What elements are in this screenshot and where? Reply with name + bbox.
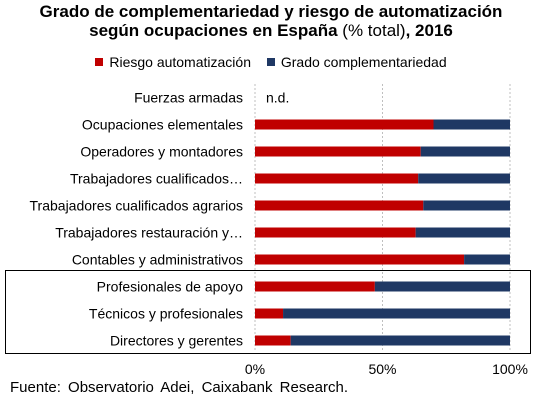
legend: Riesgo automatización Grado complementar… [0, 53, 542, 71]
bar-grado-complementariedad-ocupaciones-elementales [433, 119, 510, 130]
legend-swatch-riesgo [95, 58, 104, 66]
bar-riesgo-automatizacion-profesionales-de-apoyo [255, 281, 375, 292]
category-label-trabajadores-cualificados-agrarios: Trabajadores cualificados agrarios [30, 198, 243, 214]
x-tick-label-100: 100% [492, 361, 528, 377]
category-label-fuerzas-armadas: Fuerzas armadas [134, 90, 243, 106]
category-label-contables-y-administrativos: Contables y administrativos [72, 252, 243, 268]
bar-riesgo-automatizacion-ocupaciones-elementales [255, 119, 434, 130]
bar-grado-complementariedad-trabajadores-restauracion-y [415, 227, 510, 238]
category-label-profesionales-de-apoyo: Profesionales de apoyo [97, 279, 244, 295]
title-line-1: Grado de complementariedad y riesgo de a… [39, 2, 503, 21]
title-line-2-year: , 2016 [405, 21, 453, 40]
legend-item-riesgo: Riesgo automatización [95, 53, 251, 71]
x-tick-label-50: 50% [368, 361, 396, 377]
bar-grado-complementariedad-tecnicos-y-profesionales [283, 308, 510, 319]
bar-riesgo-automatizacion-tecnicos-y-profesionales [255, 308, 284, 319]
bar-grado-complementariedad-trabajadores-cualificados-agrarios [423, 200, 510, 211]
bar-riesgo-automatizacion-contables-y-administrativos [255, 254, 465, 265]
legend-item-complementariedad: Grado complementariedad [266, 53, 447, 71]
bar-riesgo-automatizacion-trabajadores-cualificados-agrarios [255, 200, 424, 211]
source-note: Fuente: Observatorio Adei, Caixabank Res… [10, 379, 349, 396]
legend-label-complementariedad: Grado complementariedad [280, 54, 447, 70]
title-line-2-normal: (% total) [337, 21, 406, 40]
bar-grado-complementariedad-trabajadores-cualificados [418, 173, 510, 184]
highlight-box [5, 270, 531, 354]
bar-grado-complementariedad-contables-y-administrativos [464, 254, 510, 265]
x-tick-label-0: 0% [245, 361, 265, 377]
category-label-trabajadores-restauracion-y: Trabajadores restauración y… [55, 225, 243, 241]
title-line-2-bold: según ocupaciones en España [89, 21, 338, 40]
chart-title: Grado de complementariedad y riesgo de a… [0, 2, 542, 40]
annotation-nd: n.d. [266, 90, 289, 106]
category-label-ocupaciones-elementales: Ocupaciones elementales [82, 117, 243, 133]
bar-riesgo-automatizacion-trabajadores-cualificados [255, 173, 419, 184]
category-label-operadores-y-montadores: Operadores y montadores [80, 144, 243, 160]
bar-riesgo-automatizacion-operadores-y-montadores [255, 146, 421, 157]
bar-grado-complementariedad-operadores-y-montadores [420, 146, 510, 157]
category-label-tecnicos-y-profesionales: Técnicos y profesionales [89, 306, 243, 322]
legend-swatch-complementariedad [266, 58, 275, 66]
legend-label-riesgo: Riesgo automatización [109, 54, 251, 70]
category-label-trabajadores-cualificados: Trabajadores cualificados… [70, 171, 243, 187]
bar-riesgo-automatizacion-trabajadores-restauracion-y [255, 227, 416, 238]
bar-grado-complementariedad-directores-y-gerentes [290, 335, 510, 346]
bar-riesgo-automatizacion-directores-y-gerentes [255, 335, 291, 346]
category-label-directores-y-gerentes: Directores y gerentes [110, 333, 243, 349]
bar-grado-complementariedad-profesionales-de-apoyo [374, 281, 510, 292]
